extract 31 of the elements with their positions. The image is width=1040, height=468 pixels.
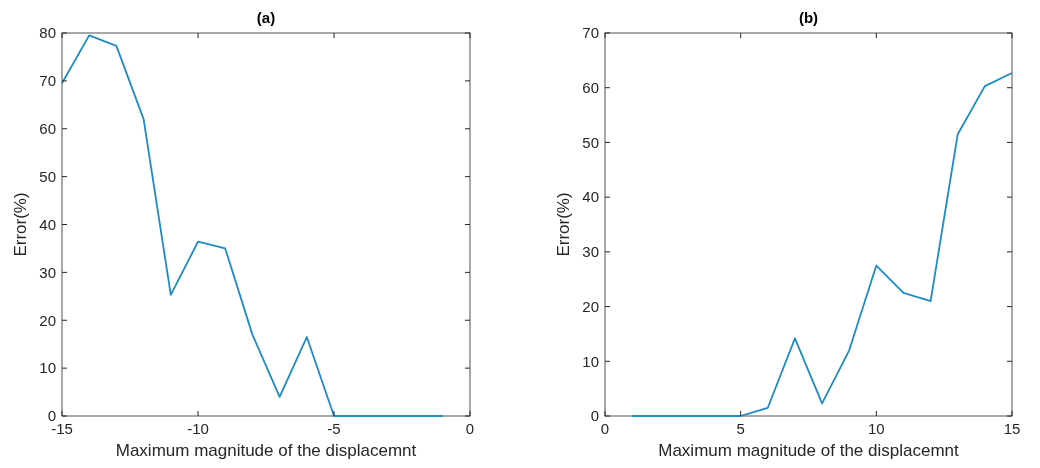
x-tick-label: 0 <box>465 420 475 437</box>
x-tick-label: 0 <box>600 420 610 437</box>
y-axis-title: Error(%) <box>11 192 30 257</box>
y-tick-label: 40 <box>582 188 599 206</box>
x-tick-label: 15 <box>1003 420 1021 437</box>
y-tick-label: 70 <box>39 72 56 90</box>
y-tick-label: 30 <box>582 243 599 261</box>
x-tick-label: -5 <box>327 420 341 437</box>
line-series <box>631 72 1013 417</box>
y-axis-title: Error(%) <box>554 192 573 257</box>
y-tick-label: 10 <box>39 359 56 377</box>
y-tick-label: 70 <box>582 24 599 42</box>
y-tick-label: 50 <box>39 167 56 185</box>
x-axis-title: Maximum magnitude of the displacemnt <box>115 441 417 460</box>
y-tick-label: 30 <box>39 263 56 281</box>
y-tick-label: 10 <box>582 352 599 370</box>
y-tick-label: 80 <box>39 24 56 42</box>
chart-title: (b) <box>798 9 819 26</box>
x-tick-label: 10 <box>867 420 885 437</box>
x-tick-label: 5 <box>736 420 745 437</box>
y-tick-label: 50 <box>582 133 599 151</box>
y-tick-label: 0 <box>590 407 599 425</box>
chart-title: (a) <box>256 9 276 26</box>
line-series <box>61 34 444 417</box>
y-tick-label: 60 <box>39 120 56 137</box>
y-tick-label: 20 <box>582 297 599 315</box>
y-tick-label: 60 <box>582 78 599 96</box>
y-tick-label: 40 <box>39 215 56 233</box>
x-axis-title: Maximum magnitude of the displacemnt <box>658 441 960 460</box>
y-tick-label: 20 <box>39 311 56 329</box>
x-tick-label: -10 <box>187 420 209 437</box>
